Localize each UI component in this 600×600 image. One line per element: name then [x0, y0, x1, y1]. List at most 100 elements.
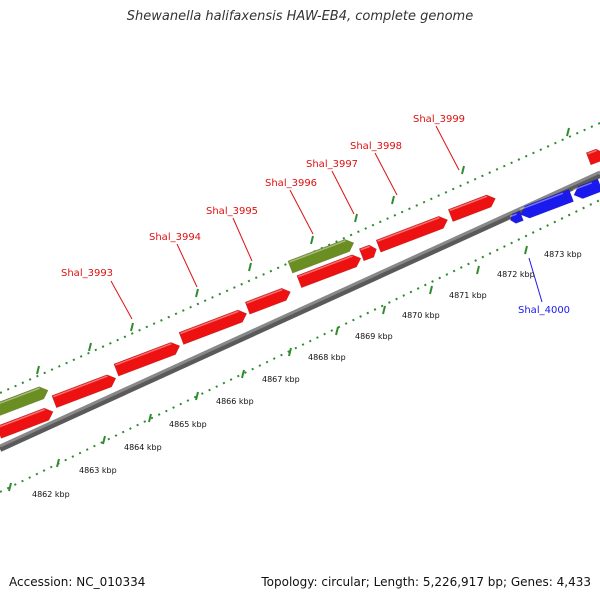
outer-major-tick: [195, 288, 199, 298]
inner-major-tick: [476, 265, 480, 275]
map-title: Shewanella halifaxensis HAW-EB4, complet…: [126, 9, 474, 24]
gene-label-leader: [331, 170, 355, 215]
forward-gene-arrow-highlight: [180, 310, 239, 335]
rna-gene-arrow-shape[interactable]: [0, 384, 50, 419]
forward-gene-arrow-shape[interactable]: [0, 406, 55, 439]
forward-gene-arrow-highlight: [360, 245, 370, 251]
inner-major-tick: [148, 413, 152, 423]
outer-major-tick: [248, 262, 252, 272]
outer-major-tick: [566, 127, 570, 137]
gene-label-leader: [232, 217, 253, 262]
forward-gene-arrow-highlight: [377, 216, 440, 242]
inner-major-tick: [56, 458, 60, 468]
forward-gene-arrow[interactable]: [113, 340, 182, 377]
reverse-gene-arrow[interactable]: [518, 188, 574, 220]
outer-major-tick: [461, 165, 465, 175]
gene-label-leader: [289, 189, 314, 235]
gene-label-leader: [374, 152, 398, 196]
inner-major-tick: [382, 305, 386, 315]
tick-label: 4865 kbp: [169, 420, 207, 429]
inner-major-tick: [524, 245, 528, 255]
reverse-gene-arrow-highlight: [509, 213, 517, 218]
forward-gene-arrow-shape[interactable]: [178, 307, 249, 345]
rna-gene-arrow-highlight: [0, 387, 40, 408]
accession-text: Accession: NC_010334: [9, 575, 146, 589]
rna-gene-arrow[interactable]: [287, 237, 356, 274]
tick-label: 4864 kbp: [124, 443, 162, 452]
tick-label: 4869 kbp: [355, 332, 393, 341]
tick-label: 4863 kbp: [79, 466, 117, 475]
forward-gene-arrow-highlight: [587, 149, 597, 155]
forward-gene-arrow[interactable]: [178, 307, 249, 345]
reverse-gene-arrow[interactable]: [572, 178, 600, 201]
tick-label: 4872 kbp: [497, 270, 535, 279]
tick-label: 4866 kbp: [216, 397, 254, 406]
forward-gene-arrow-shape[interactable]: [585, 147, 600, 166]
gene-label[interactable]: Shal_3994: [149, 232, 201, 243]
forward-gene-arrow[interactable]: [51, 372, 118, 409]
forward-gene-arrow-highlight: [0, 408, 46, 428]
tick-label: 4867 kbp: [262, 375, 300, 384]
forward-gene-arrow[interactable]: [585, 147, 600, 166]
forward-gene-arrow-shape[interactable]: [358, 243, 379, 262]
inner-major-tick: [8, 482, 12, 492]
rna-gene-arrow-shape[interactable]: [287, 237, 356, 274]
inner-major-tick: [102, 435, 106, 445]
gene-label-leader: [528, 257, 543, 303]
forward-gene-arrow-highlight: [246, 288, 283, 304]
forward-gene-arrow-shape[interactable]: [447, 192, 497, 222]
forward-gene-arrow[interactable]: [0, 406, 55, 439]
gene-label[interactable]: Shal_3997: [306, 159, 358, 170]
inner-major-tick: [241, 369, 245, 379]
genome-backbone: [0, 170, 600, 448]
tick-label: 4862 kbp: [32, 490, 70, 499]
forward-gene-arrow[interactable]: [447, 192, 497, 222]
inner-major-tick: [335, 326, 339, 336]
reverse-gene-arrow-shape[interactable]: [572, 178, 600, 201]
gene-label-leader: [435, 125, 460, 171]
inner-major-tick: [195, 391, 199, 401]
gene-label[interactable]: Shal_3999: [413, 114, 465, 125]
forward-gene-arrow[interactable]: [375, 214, 450, 253]
gene-label[interactable]: Shal_4000: [518, 305, 570, 316]
rna-gene-arrow[interactable]: [0, 384, 50, 419]
reverse-gene-arrow-shape[interactable]: [509, 210, 524, 225]
tick-label: 4868 kbp: [308, 353, 346, 362]
inner-major-tick: [429, 285, 433, 295]
gene-label[interactable]: Shal_3996: [265, 178, 317, 189]
forward-gene-arrow-highlight: [53, 375, 108, 398]
gene-label-leader: [176, 243, 198, 288]
rna-gene-arrow-highlight: [289, 240, 346, 263]
gene-label[interactable]: Shal_3993: [61, 268, 113, 279]
forward-gene-arrow-shape[interactable]: [296, 252, 363, 289]
gene-label[interactable]: Shal_3998: [350, 141, 402, 152]
reverse-gene-arrow-highlight: [572, 182, 593, 191]
reverse-gene-arrow-highlight: [519, 192, 564, 211]
tick-label: 4870 kbp: [402, 311, 440, 320]
tick-label: 4873 kbp: [544, 250, 582, 259]
gene-label[interactable]: Shal_3995: [206, 206, 258, 217]
forward-gene-arrow-shape[interactable]: [113, 340, 182, 377]
forward-gene-arrow-highlight: [115, 343, 172, 366]
outer-major-tick: [88, 342, 92, 352]
reverse-gene-arrow-shape[interactable]: [518, 188, 574, 220]
forward-gene-arrow-shape[interactable]: [375, 214, 450, 253]
inner-major-tick: [288, 347, 292, 357]
forward-gene-arrow[interactable]: [358, 243, 379, 262]
forward-gene-arrow-shape[interactable]: [244, 286, 293, 315]
outer-major-tick: [130, 322, 134, 332]
forward-gene-arrow-highlight: [449, 195, 488, 212]
forward-gene-arrow-shape[interactable]: [51, 372, 118, 409]
outer-major-tick: [391, 195, 395, 205]
forward-gene-arrow-highlight: [298, 255, 353, 278]
genome-summary-text: Topology: circular; Length: 5,226,917 bp…: [261, 575, 591, 589]
backbone-shadow: [0, 172, 600, 452]
gene-label-leader: [110, 280, 133, 320]
outer-major-tick: [310, 235, 314, 245]
reverse-gene-arrow[interactable]: [509, 210, 524, 225]
forward-gene-arrow[interactable]: [296, 252, 363, 289]
outer-major-tick: [354, 213, 358, 223]
forward-gene-arrow[interactable]: [244, 286, 293, 315]
outer-major-tick: [36, 365, 40, 375]
